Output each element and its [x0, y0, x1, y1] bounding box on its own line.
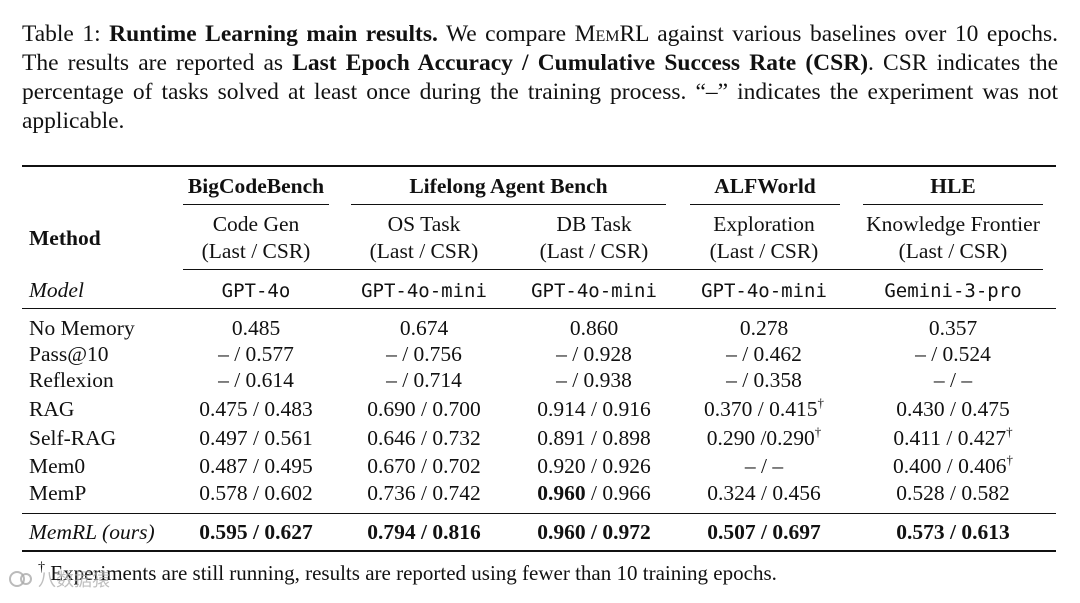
table-cell: 0.357: [928, 316, 978, 340]
table-cell: – / –: [933, 368, 973, 392]
table-cell: – / 0.462: [726, 342, 802, 366]
caption-label: Table 1:: [22, 21, 101, 47]
table-cell: 0.914 / 0.916: [537, 397, 651, 421]
table-cell: 0.475 / 0.483: [199, 397, 313, 421]
table-cell: 0.920 / 0.926: [537, 454, 651, 478]
table-cell: 0.430 / 0.475: [896, 397, 1010, 421]
table-cell: 0.794 / 0.816: [367, 520, 481, 544]
metric-label-exploration: (Last / CSR): [709, 239, 819, 263]
table-cell: 0.674: [399, 316, 449, 340]
dagger-mark: †: [814, 424, 822, 439]
table-cell: 0.411 / 0.427†: [893, 424, 1013, 450]
table-cell: – / 0.358: [726, 368, 802, 392]
metric-label-db-task: (Last / CSR): [539, 239, 649, 263]
subtask-code-gen: Code Gen: [212, 212, 300, 236]
row-method-reflexion: Reflexion: [29, 368, 114, 392]
table-cell: 0.690 / 0.700: [367, 397, 481, 421]
table-caption: Table 1: Runtime Learning main results. …: [22, 20, 1058, 136]
table-cell: 0.860: [569, 316, 619, 340]
cmidrule-hle: [863, 204, 1043, 205]
table-cell: 0.595 / 0.627: [199, 520, 313, 544]
table-cell: – / 0.577: [218, 342, 294, 366]
table-cell: – / 0.714: [386, 368, 462, 392]
ours-midrule: [22, 513, 1056, 514]
row-method-pass10: Pass@10: [29, 342, 109, 366]
dagger-mark: †: [1006, 424, 1013, 439]
header-method: Method: [29, 226, 101, 250]
model-knowledge-frontier: Gemini-3-pro: [884, 280, 1022, 302]
table-cell: – / 0.928: [556, 342, 632, 366]
model-midrule: [22, 308, 1056, 309]
table-cell: 0.278: [739, 316, 789, 340]
dagger-mark: †: [38, 560, 45, 575]
table-cell: 0.497 / 0.561: [199, 426, 313, 450]
caption-text-3: . CSR indicates the percentage of tasks …: [22, 50, 1059, 134]
cmidrule-lifelong: [351, 204, 666, 205]
model-os-task: GPT-4o-mini: [361, 280, 487, 302]
table-cell: 0.573 / 0.613: [896, 520, 1010, 544]
table-cell: 0.528 / 0.582: [896, 481, 1010, 505]
model-db-task: GPT-4o-mini: [531, 280, 657, 302]
table-cell: 0.507 / 0.697: [707, 520, 821, 544]
table-cell: 0.960 / 0.966: [537, 481, 651, 505]
table-cell: – / 0.938: [556, 368, 632, 392]
metric-label-os-task: (Last / CSR): [369, 239, 479, 263]
table-cell: 0.646 / 0.732: [367, 426, 481, 450]
table-cell: – / –: [744, 454, 784, 478]
group-lifelong-agent-bench: Lifelong Agent Bench: [409, 174, 608, 198]
header-midrule: [183, 269, 1043, 270]
row-method-rag: RAG: [29, 397, 75, 421]
row-method-memp: MemP: [29, 481, 87, 505]
watermark-text: 八数据猿: [38, 570, 110, 591]
caption-text-2: against various baselines over 10 epochs…: [22, 21, 1059, 76]
model-exploration: GPT-4o-mini: [701, 280, 827, 302]
metric-label-knowledge-frontier: (Last / CSR): [898, 239, 1008, 263]
row-method-mem0: Mem0: [29, 454, 86, 478]
watermark: 八数据猿: [8, 566, 110, 592]
table-footnote: † Experiments are still running, results…: [38, 560, 777, 586]
table-cell: 0.370 / 0.415†: [704, 395, 824, 421]
subtask-os-task: OS Task: [387, 212, 461, 236]
row-method-self-rag: Self-RAG: [29, 426, 117, 450]
table-cell: 0.290 /0.290†: [706, 424, 822, 450]
system-name: MemRL: [574, 21, 649, 47]
model-row-label: Model: [29, 278, 84, 302]
bottom-rule: [22, 550, 1056, 552]
table-cell: 0.324 / 0.456: [707, 481, 821, 505]
row-method-memrl-ours: MemRL (ours): [29, 520, 155, 544]
metric-label-code-gen: (Last / CSR): [201, 239, 311, 263]
dagger-mark: †: [817, 395, 824, 410]
group-hle: HLE: [930, 174, 976, 198]
group-alfworld: ALFWorld: [714, 174, 816, 198]
table-cell: 0.736 / 0.742: [367, 481, 481, 505]
dagger-mark: †: [1006, 452, 1013, 467]
watermark-logo-icon: [9, 571, 32, 587]
table-cell: 0.670 / 0.702: [367, 454, 481, 478]
table-cell: 0.578 / 0.602: [199, 481, 313, 505]
subtask-db-task: DB Task: [556, 212, 632, 236]
subtask-exploration: Exploration: [713, 212, 815, 236]
group-bigcodebench: BigCodeBench: [187, 174, 325, 198]
row-method-no-memory: No Memory: [29, 316, 135, 340]
subtask-knowledge-frontier: Knowledge Frontier: [866, 212, 1040, 236]
table-cell: 0.891 / 0.898: [537, 426, 651, 450]
table-cell: 0.485: [231, 316, 281, 340]
table-cell: 0.487 / 0.495: [199, 454, 313, 478]
caption-metric: Last Epoch Accuracy / Cumulative Success…: [292, 50, 869, 76]
caption-text-1: We compare: [445, 21, 567, 47]
table-cell: 0.400 / 0.406†: [893, 452, 1013, 478]
cmidrule-bigcodebench: [183, 204, 329, 205]
footnote-text: Experiments are still running, results a…: [50, 561, 777, 585]
table-cell: 0.960 / 0.972: [537, 520, 651, 544]
table-cell: – / 0.524: [915, 342, 991, 366]
top-rule: [22, 165, 1056, 167]
table-cell: – / 0.756: [386, 342, 462, 366]
caption-title: Runtime Learning main results.: [109, 21, 438, 47]
cmidrule-alfworld: [690, 204, 840, 205]
table-cell: – / 0.614: [218, 368, 294, 392]
model-code-gen: GPT-4o: [221, 280, 291, 302]
